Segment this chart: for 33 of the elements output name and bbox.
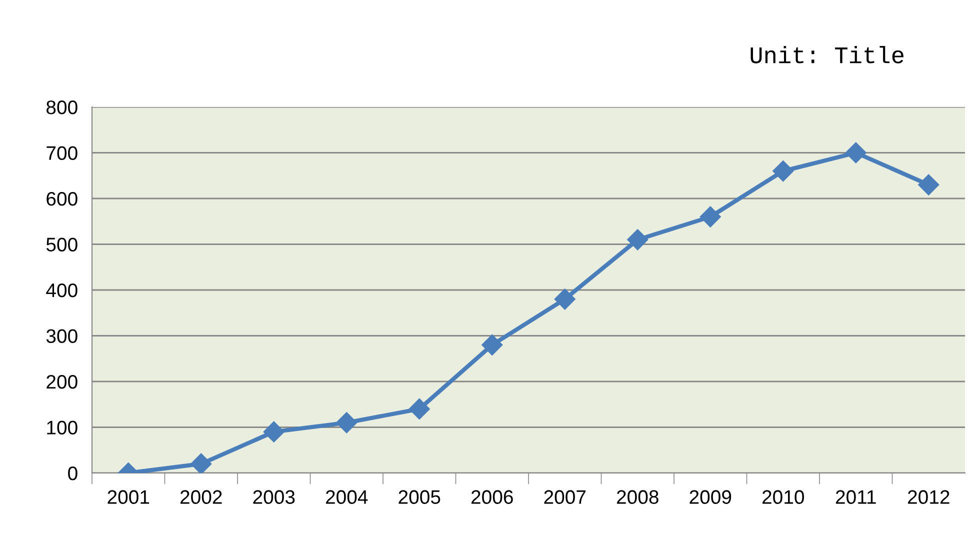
- x-tick-label: 2009: [690, 490, 732, 504]
- point: [772, 160, 794, 182]
- y-tick-label: 200: [46, 374, 78, 389]
- x-tick-label: 2008: [616, 490, 658, 504]
- y-tick-label: 600: [46, 192, 78, 206]
- x-tick-label: 2002: [180, 490, 222, 504]
- x-tick-label: 2010: [762, 490, 804, 504]
- point: [482, 334, 503, 356]
- point: [554, 288, 576, 310]
- x-tick-label: 2003: [253, 490, 295, 504]
- y-tick-label: 400: [46, 283, 78, 298]
- y-tick-label: 800: [46, 100, 78, 114]
- x-tick-label: 2005: [398, 490, 440, 504]
- y-tick-label: 100: [47, 420, 78, 434]
- point: [845, 142, 866, 164]
- point: [190, 453, 212, 473]
- point: [627, 229, 648, 250]
- x-tick-label: 2006: [471, 490, 513, 504]
- point: [408, 398, 430, 420]
- point: [700, 206, 721, 228]
- y-tick-label: 700: [46, 146, 78, 160]
- point: [263, 421, 284, 442]
- x-tick-label: 2001: [108, 490, 150, 504]
- point: [336, 412, 358, 434]
- point: [918, 174, 940, 196]
- x-tick-label: 2012: [908, 490, 950, 504]
- y-tick-label: 300: [46, 329, 78, 343]
- x-tick-label: 2007: [544, 490, 586, 504]
- y-tick-label: 0: [68, 466, 78, 480]
- chart-title: Unit: Title: [750, 46, 904, 64]
- y-tick-label: 500: [46, 238, 78, 252]
- x-tick-label: 2004: [326, 490, 368, 504]
- x-tick-label: 2011: [836, 490, 876, 504]
